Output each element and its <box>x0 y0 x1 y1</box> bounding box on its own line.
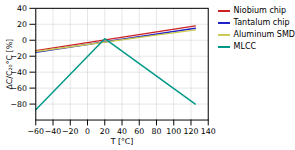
svg-text:40: 40 <box>117 127 127 136</box>
svg-text:120: 120 <box>184 127 199 136</box>
html-text:MLCC: MLCC <box>233 42 257 51</box>
svg-text:140: 140 <box>201 127 216 136</box>
svg-text:T [°C]: T [°C] <box>110 137 134 146</box>
svg-text:−40: −40 <box>10 67 27 77</box>
svg-text:−20: −20 <box>62 127 79 136</box>
svg-text:0: 0 <box>85 127 90 136</box>
svg-text:−80: −80 <box>10 100 27 109</box>
svg-text:40: 40 <box>17 4 27 13</box>
svg-text:60: 60 <box>134 127 144 136</box>
svg-text:−20: −20 <box>10 51 27 61</box>
svg-text:−40: −40 <box>45 127 62 136</box>
svg-text:20: 20 <box>100 127 110 136</box>
html-text:Niobium chip: Niobium chip <box>233 6 287 15</box>
html-text:Aluminum SMD: Aluminum SMD <box>233 30 295 39</box>
svg-text:ΔC/C₂₀°C [%]: ΔC/C₂₀°C [%] <box>5 39 14 90</box>
svg-text:100: 100 <box>166 127 181 136</box>
svg-text:20: 20 <box>17 20 27 29</box>
html-text:Tantalum chip: Tantalum chip <box>233 18 290 27</box>
svg-text:−60: −60 <box>10 83 27 93</box>
svg-text:80: 80 <box>152 127 162 136</box>
svg-text:0: 0 <box>22 36 27 45</box>
svg-text:−60: −60 <box>28 127 45 136</box>
